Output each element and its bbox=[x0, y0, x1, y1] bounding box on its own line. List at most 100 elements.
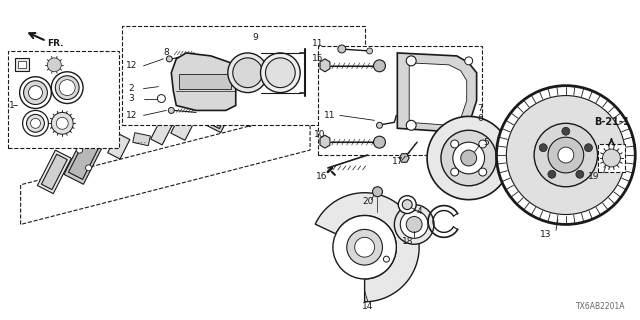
Polygon shape bbox=[42, 154, 67, 190]
Text: 12: 12 bbox=[126, 111, 138, 120]
Polygon shape bbox=[207, 92, 235, 129]
Text: 20: 20 bbox=[362, 197, 373, 206]
Circle shape bbox=[427, 116, 510, 200]
Polygon shape bbox=[132, 133, 150, 146]
Circle shape bbox=[576, 170, 584, 178]
Text: 7: 7 bbox=[477, 104, 483, 113]
Bar bbox=[318, 46, 481, 155]
Circle shape bbox=[51, 112, 73, 134]
Circle shape bbox=[216, 103, 221, 109]
Text: 10: 10 bbox=[314, 130, 326, 139]
Polygon shape bbox=[64, 134, 104, 184]
Bar bbox=[122, 26, 365, 125]
Circle shape bbox=[29, 86, 42, 100]
Circle shape bbox=[376, 122, 383, 128]
Circle shape bbox=[497, 86, 636, 224]
Circle shape bbox=[233, 58, 262, 88]
Circle shape bbox=[406, 217, 422, 232]
Text: 16: 16 bbox=[316, 172, 328, 181]
Circle shape bbox=[374, 60, 385, 72]
Text: 5: 5 bbox=[484, 138, 490, 147]
Polygon shape bbox=[150, 120, 172, 145]
Text: 12: 12 bbox=[126, 61, 138, 70]
Circle shape bbox=[374, 136, 385, 148]
Text: B-21-1: B-21-1 bbox=[594, 117, 629, 127]
Polygon shape bbox=[320, 135, 330, 148]
Circle shape bbox=[479, 168, 486, 176]
Circle shape bbox=[453, 142, 484, 174]
Circle shape bbox=[372, 187, 383, 197]
Text: 9: 9 bbox=[253, 33, 259, 42]
Bar bbox=[598, 144, 625, 172]
Circle shape bbox=[60, 80, 75, 96]
Text: 15: 15 bbox=[312, 54, 324, 63]
Circle shape bbox=[367, 48, 372, 54]
Text: 18: 18 bbox=[401, 237, 413, 246]
Circle shape bbox=[398, 196, 416, 213]
Text: 6: 6 bbox=[477, 114, 483, 123]
Circle shape bbox=[168, 108, 174, 113]
Polygon shape bbox=[399, 154, 409, 162]
Circle shape bbox=[584, 144, 593, 152]
Polygon shape bbox=[409, 63, 467, 125]
Circle shape bbox=[77, 147, 83, 153]
Circle shape bbox=[355, 237, 374, 257]
Circle shape bbox=[347, 229, 383, 265]
Circle shape bbox=[22, 110, 49, 136]
Circle shape bbox=[506, 96, 625, 214]
Circle shape bbox=[51, 72, 83, 103]
Text: TX6AB2201A: TX6AB2201A bbox=[576, 302, 625, 311]
Polygon shape bbox=[239, 78, 274, 123]
Polygon shape bbox=[246, 114, 255, 127]
Circle shape bbox=[166, 56, 172, 62]
Polygon shape bbox=[171, 108, 198, 140]
Bar bbox=[15, 58, 29, 71]
Text: FR.: FR. bbox=[47, 38, 63, 48]
Bar bbox=[179, 74, 231, 89]
Circle shape bbox=[333, 215, 396, 279]
Circle shape bbox=[157, 95, 165, 102]
Circle shape bbox=[31, 118, 40, 128]
Polygon shape bbox=[315, 193, 419, 302]
Polygon shape bbox=[320, 59, 330, 72]
Circle shape bbox=[228, 53, 268, 92]
Polygon shape bbox=[108, 133, 130, 159]
Circle shape bbox=[394, 204, 434, 244]
Circle shape bbox=[406, 120, 416, 130]
Circle shape bbox=[86, 165, 92, 171]
Bar bbox=[8, 51, 119, 148]
Circle shape bbox=[47, 58, 61, 72]
Circle shape bbox=[465, 121, 473, 129]
Circle shape bbox=[451, 168, 459, 176]
Circle shape bbox=[27, 114, 44, 132]
Circle shape bbox=[451, 140, 459, 148]
Circle shape bbox=[400, 211, 428, 238]
Text: 4: 4 bbox=[416, 207, 422, 216]
Circle shape bbox=[56, 117, 68, 129]
Circle shape bbox=[24, 81, 47, 105]
Text: 17: 17 bbox=[392, 157, 403, 166]
Circle shape bbox=[441, 130, 497, 186]
Circle shape bbox=[548, 137, 584, 173]
Circle shape bbox=[222, 116, 228, 122]
Circle shape bbox=[403, 200, 412, 210]
Ellipse shape bbox=[161, 84, 168, 89]
Text: 13: 13 bbox=[540, 230, 552, 239]
Circle shape bbox=[461, 150, 477, 166]
Text: 11: 11 bbox=[312, 38, 324, 48]
Circle shape bbox=[540, 144, 547, 152]
Circle shape bbox=[406, 56, 416, 66]
Polygon shape bbox=[37, 150, 71, 194]
Text: 2: 2 bbox=[129, 84, 134, 93]
Text: 3: 3 bbox=[129, 94, 134, 103]
Polygon shape bbox=[68, 139, 100, 180]
Text: 19: 19 bbox=[588, 172, 599, 181]
Circle shape bbox=[20, 77, 51, 108]
Circle shape bbox=[383, 256, 389, 262]
Circle shape bbox=[602, 149, 620, 167]
Text: 11: 11 bbox=[324, 111, 335, 120]
Polygon shape bbox=[172, 53, 236, 110]
Circle shape bbox=[465, 57, 473, 65]
Circle shape bbox=[534, 123, 598, 187]
Bar bbox=[18, 61, 26, 68]
